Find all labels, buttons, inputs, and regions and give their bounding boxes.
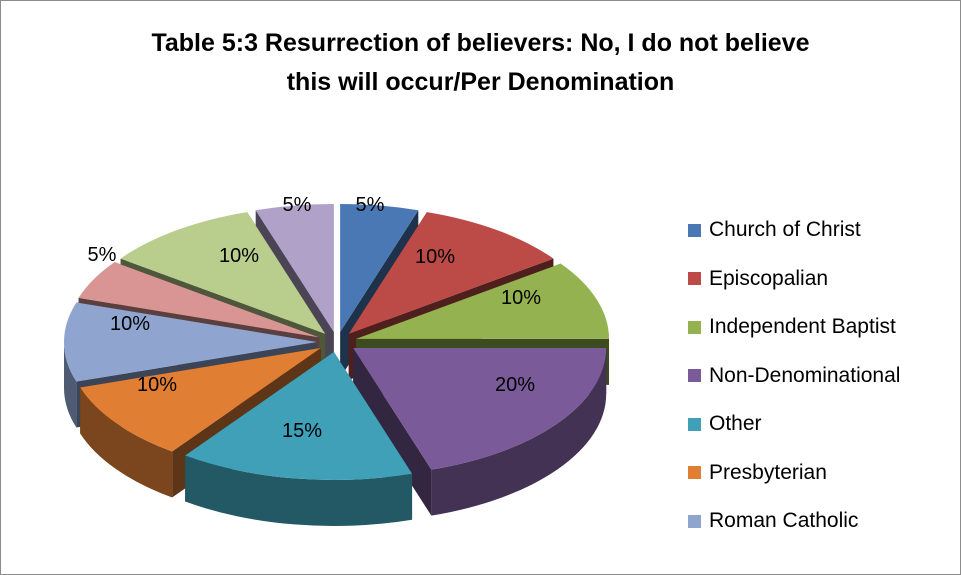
data-label-2: 10% bbox=[415, 246, 455, 268]
chart-title-line-2: this will occur/Per Denomination bbox=[286, 68, 675, 96]
legend-item-3: Independent Baptist bbox=[688, 303, 900, 352]
pie-slice-5-top bbox=[185, 351, 413, 480]
legend-label-5: Other bbox=[709, 412, 762, 436]
data-label-10: 5% bbox=[283, 194, 312, 216]
legend-item-7: Roman Catholic bbox=[688, 497, 900, 546]
data-label-5: 15% bbox=[282, 420, 322, 442]
legend-swatch-4 bbox=[688, 369, 701, 383]
pie-slice-6-top bbox=[80, 347, 321, 452]
pie-slice-6-rim bbox=[80, 387, 173, 498]
chart-title: Table 5:3 Resurrection of believers: No,… bbox=[0, 24, 961, 102]
legend-label-6: Presbyterian bbox=[709, 460, 827, 484]
legend-label-7: Roman Catholic bbox=[709, 509, 859, 533]
data-label-3: 10% bbox=[501, 287, 541, 309]
pie-slice-3-top bbox=[356, 263, 610, 339]
legend-swatch-1 bbox=[688, 223, 701, 237]
data-label-7: 10% bbox=[110, 313, 150, 335]
legend-label-3: Independent Baptist bbox=[709, 315, 896, 339]
legend-swatch-7 bbox=[688, 514, 701, 528]
legend-swatch-6 bbox=[688, 466, 701, 480]
data-label-6: 10% bbox=[137, 374, 177, 396]
pie-slice-5-rim bbox=[185, 455, 413, 526]
pie-slice-10-top bbox=[255, 204, 334, 333]
legend-swatch-3 bbox=[688, 320, 701, 334]
data-label-9: 10% bbox=[219, 245, 259, 267]
pie-slice-4-rim bbox=[431, 347, 607, 516]
pie-slice-4-top bbox=[353, 347, 607, 470]
legend-item-5: Other bbox=[688, 400, 900, 449]
pie-slice-9-top bbox=[120, 212, 326, 334]
pie-slice-2-top bbox=[348, 212, 554, 334]
pie-slice-8-top bbox=[78, 262, 320, 338]
data-label-4: 20% bbox=[495, 374, 535, 396]
legend-swatch-2 bbox=[688, 272, 701, 286]
legend-item-2: Episcopalian bbox=[688, 255, 900, 304]
data-label-8: 5% bbox=[88, 244, 117, 266]
legend: Church of Christ Episcopalian Independent … bbox=[688, 206, 900, 546]
legend-item-6: Presbyterian bbox=[688, 449, 900, 498]
pie-slice-7-top bbox=[64, 302, 317, 382]
legend-label-2: Episcopalian bbox=[709, 266, 829, 290]
chart-title-line-1: Table 5:3 Resurrection of believers: No,… bbox=[151, 29, 810, 57]
pie-slice-5 bbox=[185, 351, 413, 526]
legend-label-4: Non-Denominational bbox=[709, 363, 901, 387]
pie-slice-1-top bbox=[340, 204, 419, 333]
legend-item-1: Church of Christ bbox=[688, 206, 900, 255]
pie-slice-7-rim bbox=[64, 342, 77, 428]
legend-item-4: Non-Denominational bbox=[688, 352, 900, 401]
legend-swatch-5 bbox=[688, 417, 701, 431]
legend-label-1: Church of Christ bbox=[709, 218, 861, 242]
data-label-1: 5% bbox=[356, 194, 385, 216]
